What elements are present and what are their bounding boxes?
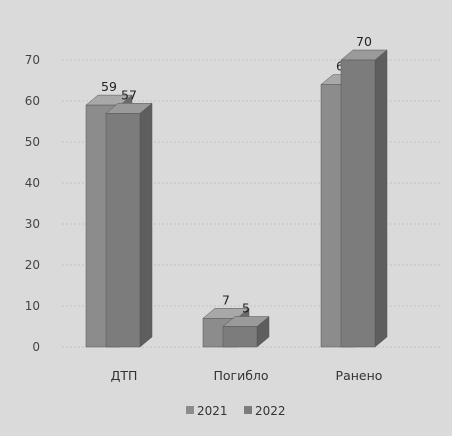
legend-label: 2022 bbox=[255, 404, 286, 418]
y-tick-label: 60 bbox=[25, 94, 40, 108]
bar-side bbox=[139, 102, 153, 348]
data-label: 70 bbox=[356, 34, 372, 49]
data-label: 57 bbox=[121, 87, 137, 102]
legend-swatch bbox=[244, 406, 252, 414]
y-tick-label: 50 bbox=[25, 135, 40, 149]
x-tick-label: ДТП bbox=[111, 368, 138, 383]
legend-swatch bbox=[186, 406, 194, 414]
y-tick-label: 70 bbox=[25, 53, 40, 67]
bar-side bbox=[374, 49, 388, 348]
y-tick-label: 30 bbox=[25, 217, 40, 231]
data-label: 5 bbox=[242, 301, 250, 316]
y-tick-label: 20 bbox=[25, 258, 40, 272]
bar bbox=[222, 326, 258, 348]
legend-label: 2021 bbox=[197, 404, 228, 418]
bar bbox=[105, 113, 141, 348]
x-tick-label: Ранено bbox=[336, 368, 383, 383]
x-tick-label: Погибло bbox=[213, 368, 268, 383]
data-label: 59 bbox=[101, 79, 117, 94]
y-tick-label: 10 bbox=[25, 299, 40, 313]
bar bbox=[340, 59, 376, 348]
y-tick-label: 40 bbox=[25, 176, 40, 190]
data-label: 7 bbox=[222, 292, 230, 307]
y-tick-label: 0 bbox=[32, 340, 40, 354]
